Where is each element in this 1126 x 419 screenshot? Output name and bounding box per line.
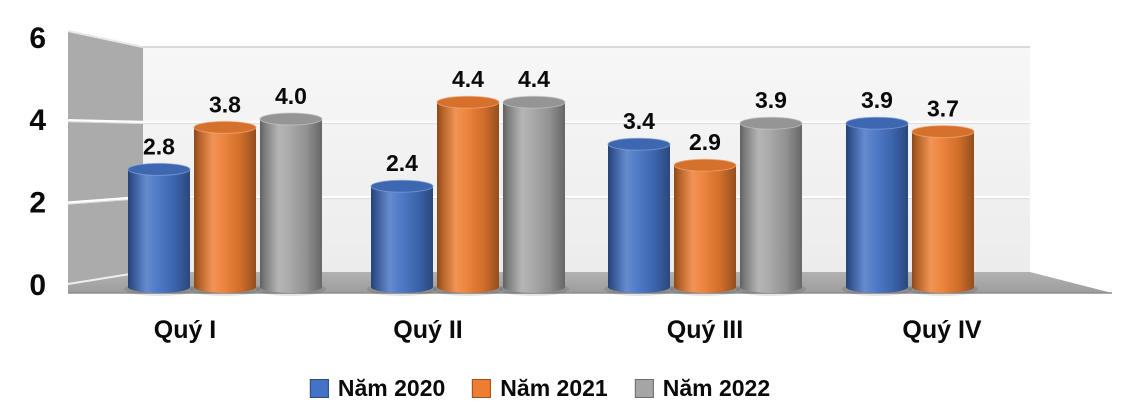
bar-s2-c1 xyxy=(503,102,565,293)
legend-swatch-icon xyxy=(472,379,492,398)
legend-label: Năm 2022 xyxy=(662,375,771,401)
legend-label: Năm 2020 xyxy=(337,375,446,401)
legend-label: Năm 2021 xyxy=(500,375,608,401)
y-axis-label: 0 xyxy=(29,269,46,302)
bar-top-ellipse xyxy=(845,116,909,130)
bar-value-label: 3.8 xyxy=(209,91,241,117)
bar-top-ellipse xyxy=(673,158,737,172)
x-axis-label-1: Quý I xyxy=(153,316,217,344)
bar-s0-c2 xyxy=(608,144,670,293)
bar-top-ellipse xyxy=(436,95,500,109)
y-axis-label: 6 xyxy=(29,22,46,55)
bar-s0-c3 xyxy=(846,123,908,293)
bar-value-label: 4.0 xyxy=(275,83,307,109)
bar-s2-c0 xyxy=(260,119,322,293)
bar-s0-c1 xyxy=(371,186,433,293)
bar-value-label: 3.4 xyxy=(623,108,655,134)
bar-s2-c2 xyxy=(740,123,802,293)
y-axis-label: 2 xyxy=(29,187,46,220)
legend: Năm 2020 Năm 2021 Năm 2022 xyxy=(309,375,771,402)
left-wall xyxy=(68,31,143,284)
bar-top-ellipse xyxy=(259,112,323,126)
legend-item-3: Năm 2022 xyxy=(634,375,771,402)
x-axis-label-2: Quý II xyxy=(393,316,463,344)
bar-value-label: 3.7 xyxy=(927,96,959,122)
bar-value-label: 3.9 xyxy=(861,87,893,113)
bar-s1-c0 xyxy=(194,127,256,294)
plot-area: 2.8 3.8 4.0 2.4 4.4 4.4 3.4 2.9 3.9 3.9 3.7 0 2 4 6 xyxy=(29,22,1112,302)
bar-top-ellipse xyxy=(502,95,566,109)
bar-value-label: 2.9 xyxy=(689,129,721,155)
bar-top-ellipse xyxy=(739,116,803,130)
bar-value-label: 3.9 xyxy=(755,87,787,113)
bar-s1-c2 xyxy=(674,165,736,293)
bar-top-ellipse xyxy=(193,120,257,134)
x-axis: Quý I Quý II Quý III Quý IV xyxy=(0,316,1126,350)
legend-swatch-icon xyxy=(309,379,329,398)
bar-value-label: 4.4 xyxy=(452,66,484,92)
legend-swatch-icon xyxy=(634,379,654,398)
bar-value-label: 2.8 xyxy=(143,133,175,159)
gridline xyxy=(67,119,1030,124)
wall-top-edge xyxy=(67,30,144,48)
bar-s0-c0 xyxy=(128,169,190,293)
bar-top-ellipse xyxy=(127,162,191,176)
bar-top-ellipse xyxy=(607,137,671,151)
x-axis-label-4: Quý IV xyxy=(902,316,982,344)
bar-s1-c1 xyxy=(437,102,499,293)
gridline-shadow xyxy=(67,121,1030,125)
legend-item-1: Năm 2020 xyxy=(309,375,446,402)
bar-value-label: 4.4 xyxy=(518,66,550,92)
y-axis-label: 4 xyxy=(29,104,46,137)
bar-top-ellipse xyxy=(370,179,434,193)
x-axis-label-3: Quý III xyxy=(666,316,744,344)
bar-value-label: 2.4 xyxy=(386,150,418,176)
bar-s1-c3 xyxy=(912,131,974,293)
bar-top-ellipse xyxy=(911,125,975,139)
legend-item-2: Năm 2021 xyxy=(472,375,608,402)
